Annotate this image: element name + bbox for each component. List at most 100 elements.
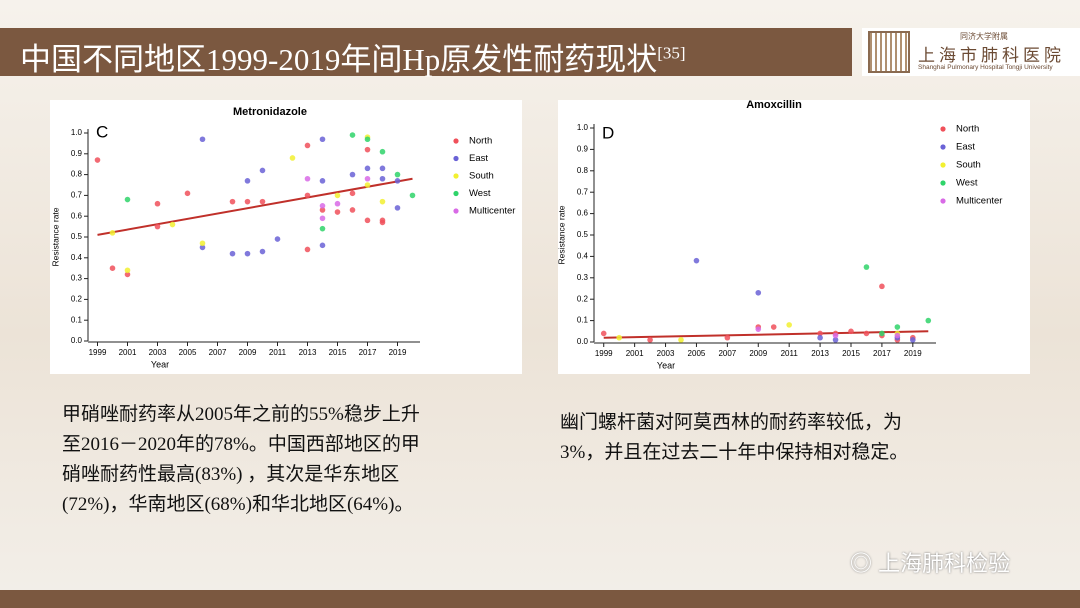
point [616, 334, 622, 341]
x-tick-label: 2017 [873, 349, 891, 358]
x-tick-label: 2007 [209, 348, 227, 357]
legend-marker [940, 180, 946, 186]
legend-marker [940, 198, 946, 204]
bottom-bar [0, 590, 1080, 608]
point [863, 330, 870, 337]
y-axis-label: Resistance rate [556, 205, 566, 264]
x-tick-label: 2005 [179, 348, 197, 357]
x-axis-label: Year [151, 359, 169, 369]
point [124, 267, 131, 274]
x-tick-label: 2003 [657, 349, 675, 358]
y-tick-label: 0.0 [577, 337, 589, 346]
point [334, 200, 341, 207]
caption-line: (72%)，华南地区(68%)和华北地区(64%)。 [62, 494, 414, 515]
point [364, 165, 371, 172]
point [693, 257, 700, 264]
point [334, 209, 341, 215]
legend-marker [453, 173, 459, 179]
legend-marker [940, 144, 946, 150]
x-tick-label: 2019 [389, 348, 407, 357]
point [304, 246, 311, 253]
point [319, 203, 326, 209]
caption-line: 幽门螺杆菌对阿莫西林的耐药率较低，为 [560, 412, 903, 433]
legend-marker [940, 126, 946, 132]
y-tick-label: 0.6 [71, 211, 83, 220]
point [364, 182, 371, 188]
x-tick-label: 2001 [626, 349, 644, 358]
point [409, 192, 416, 199]
point [304, 142, 311, 149]
point [379, 175, 386, 182]
point [154, 223, 161, 230]
logo-line1: 同济大学附属 [960, 32, 1008, 41]
point [379, 165, 386, 172]
point [319, 225, 326, 232]
point [124, 271, 131, 278]
y-tick-label: 0.3 [577, 273, 589, 282]
title-text: 中国不同地区1999-2019年间Hp原发性耐药现状 [20, 42, 658, 77]
caption: 甲硝唑耐药率从2005年之前的55%稳步上升 至2016－2020年的78%。中国… [62, 400, 420, 520]
point [379, 217, 386, 224]
x-tick-label: 2013 [811, 349, 829, 358]
point [349, 207, 356, 213]
x-tick-label: 2013 [299, 348, 317, 357]
point [910, 337, 916, 343]
point [755, 326, 762, 332]
x-tick-label: 1999 [595, 349, 613, 358]
point [109, 265, 116, 272]
x-tick-label: 2011 [269, 348, 287, 357]
y-tick-label: 0.5 [577, 230, 589, 239]
point [304, 175, 311, 182]
logo-line2: 上海市肺科医院 [918, 46, 1065, 65]
point [600, 330, 607, 337]
y-tick-label: 0.8 [577, 166, 589, 175]
y-tick-label: 0.9 [577, 145, 589, 154]
legend-label: South [956, 160, 981, 171]
fit-line [603, 330, 929, 339]
point [364, 136, 371, 143]
y-tick-label: 0.7 [577, 187, 589, 196]
legend-label: East [956, 142, 975, 153]
point [394, 178, 401, 184]
y-tick-label: 0.5 [71, 232, 83, 241]
y-axis-label: Resistance rate [50, 207, 60, 266]
point [94, 157, 101, 163]
fit-line [97, 177, 413, 236]
caption-line: 硝唑耐药性最高(83%) ，其次是华东地区 [62, 464, 400, 485]
point [334, 192, 341, 199]
point [379, 148, 386, 155]
point [319, 215, 326, 222]
point [274, 236, 281, 242]
logo: 同济大学附属 上海市肺科医院 Shanghai Pulmonary Hospit… [862, 28, 1080, 76]
watermark: ◎ 上海肺科检验 [850, 551, 1011, 576]
point [169, 221, 176, 228]
y-tick-label: 0.2 [577, 294, 589, 303]
point [755, 289, 762, 296]
y-tick-label: 0.9 [71, 149, 83, 158]
point [724, 334, 731, 341]
point [199, 240, 206, 247]
point [259, 198, 266, 205]
logo-seal [868, 31, 910, 73]
legend-label: North [469, 136, 492, 147]
x-tick-label: 2017 [359, 348, 377, 357]
legend-marker [453, 155, 459, 162]
x-tick-label: 2015 [842, 349, 860, 358]
point [244, 250, 251, 257]
point [894, 332, 901, 339]
point [925, 317, 932, 324]
point [394, 171, 401, 178]
y-tick-label: 0.0 [71, 336, 83, 345]
y-tick-label: 0.8 [71, 170, 83, 179]
point [379, 198, 386, 205]
point [124, 196, 131, 203]
y-tick-label: 0.7 [71, 191, 83, 200]
point [349, 132, 356, 138]
point [304, 192, 311, 199]
y-tick-label: 0.1 [71, 315, 83, 324]
x-tick-label: 2003 [149, 348, 167, 357]
x-tick-label: 2015 [329, 348, 347, 357]
chart-panel [558, 100, 1030, 374]
x-tick-label: 2009 [749, 349, 767, 358]
